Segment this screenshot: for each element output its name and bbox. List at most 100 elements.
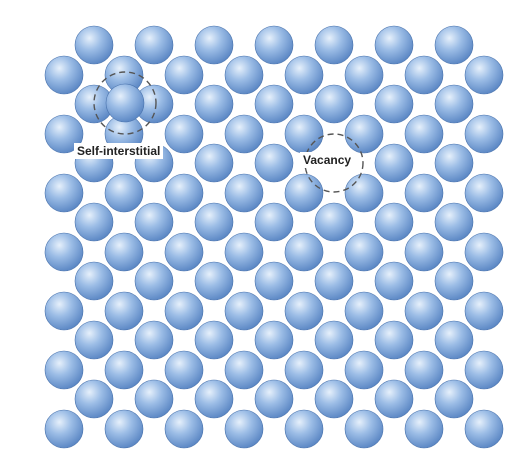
atom <box>254 143 294 183</box>
atom <box>74 379 114 419</box>
atom <box>344 55 384 95</box>
atom <box>404 291 444 331</box>
atom <box>374 261 414 301</box>
atom <box>284 350 324 390</box>
atom <box>374 143 414 183</box>
atom <box>344 350 384 390</box>
atom <box>314 25 354 65</box>
atom <box>404 114 444 154</box>
atom <box>164 232 204 272</box>
atom <box>254 25 294 65</box>
atom <box>224 409 264 449</box>
atom <box>314 84 354 124</box>
atom <box>434 261 474 301</box>
atom <box>464 291 504 331</box>
atom <box>74 261 114 301</box>
atom <box>44 114 84 154</box>
atom <box>194 25 234 65</box>
atom <box>44 350 84 390</box>
atom <box>284 291 324 331</box>
atom <box>194 379 234 419</box>
atom <box>254 84 294 124</box>
lattice-atoms-main-layer <box>44 55 504 449</box>
atom <box>434 202 474 242</box>
atom <box>134 202 174 242</box>
atom <box>374 25 414 65</box>
atom <box>224 350 264 390</box>
atom <box>164 114 204 154</box>
atom <box>74 202 114 242</box>
atom <box>194 202 234 242</box>
atom <box>224 114 264 154</box>
self-interstitial-label: Self-interstitial <box>74 143 164 159</box>
atom <box>44 291 84 331</box>
atom <box>104 232 144 272</box>
self-interstitial-atom <box>105 83 145 123</box>
atom <box>404 173 444 213</box>
atom <box>284 114 324 154</box>
atom <box>164 291 204 331</box>
atom <box>254 320 294 360</box>
atom <box>464 173 504 213</box>
atom <box>104 291 144 331</box>
atom <box>224 173 264 213</box>
atom <box>434 84 474 124</box>
atom <box>224 232 264 272</box>
atom <box>254 261 294 301</box>
atom <box>344 291 384 331</box>
atom <box>164 350 204 390</box>
self-interstitial-dashed-circle <box>93 71 157 135</box>
atom <box>434 25 474 65</box>
atom <box>164 409 204 449</box>
atom <box>194 143 234 183</box>
atom <box>134 379 174 419</box>
atom <box>74 25 114 65</box>
vacancy-label: Vacancy <box>300 152 355 168</box>
atom <box>194 84 234 124</box>
atom <box>194 261 234 301</box>
atom <box>44 55 84 95</box>
atom <box>104 350 144 390</box>
atom <box>434 379 474 419</box>
atom <box>374 320 414 360</box>
atom <box>194 320 234 360</box>
atom <box>344 173 384 213</box>
atom <box>404 350 444 390</box>
atom <box>284 232 324 272</box>
atom <box>314 379 354 419</box>
atom <box>464 55 504 95</box>
lattice-atoms-offset-layer <box>74 84 474 419</box>
atom <box>434 320 474 360</box>
atom <box>44 232 84 272</box>
atom <box>104 409 144 449</box>
atom <box>434 143 474 183</box>
atom <box>374 202 414 242</box>
atom <box>254 379 294 419</box>
atom <box>464 114 504 154</box>
atom <box>374 379 414 419</box>
atom <box>404 232 444 272</box>
atom <box>374 84 414 124</box>
atom <box>464 232 504 272</box>
atom <box>44 173 84 213</box>
atom <box>104 173 144 213</box>
atom <box>224 55 264 95</box>
atom <box>134 261 174 301</box>
atom <box>314 202 354 242</box>
atom <box>284 409 324 449</box>
atom <box>314 320 354 360</box>
atom <box>134 25 174 65</box>
atom <box>344 114 384 154</box>
atom <box>164 55 204 95</box>
atom <box>464 350 504 390</box>
lattice-atoms-top-row <box>74 25 474 65</box>
atom <box>464 409 504 449</box>
atom <box>134 320 174 360</box>
atom <box>284 173 324 213</box>
atom <box>44 409 84 449</box>
atom <box>314 261 354 301</box>
atom <box>404 409 444 449</box>
atom <box>74 320 114 360</box>
atom <box>164 173 204 213</box>
